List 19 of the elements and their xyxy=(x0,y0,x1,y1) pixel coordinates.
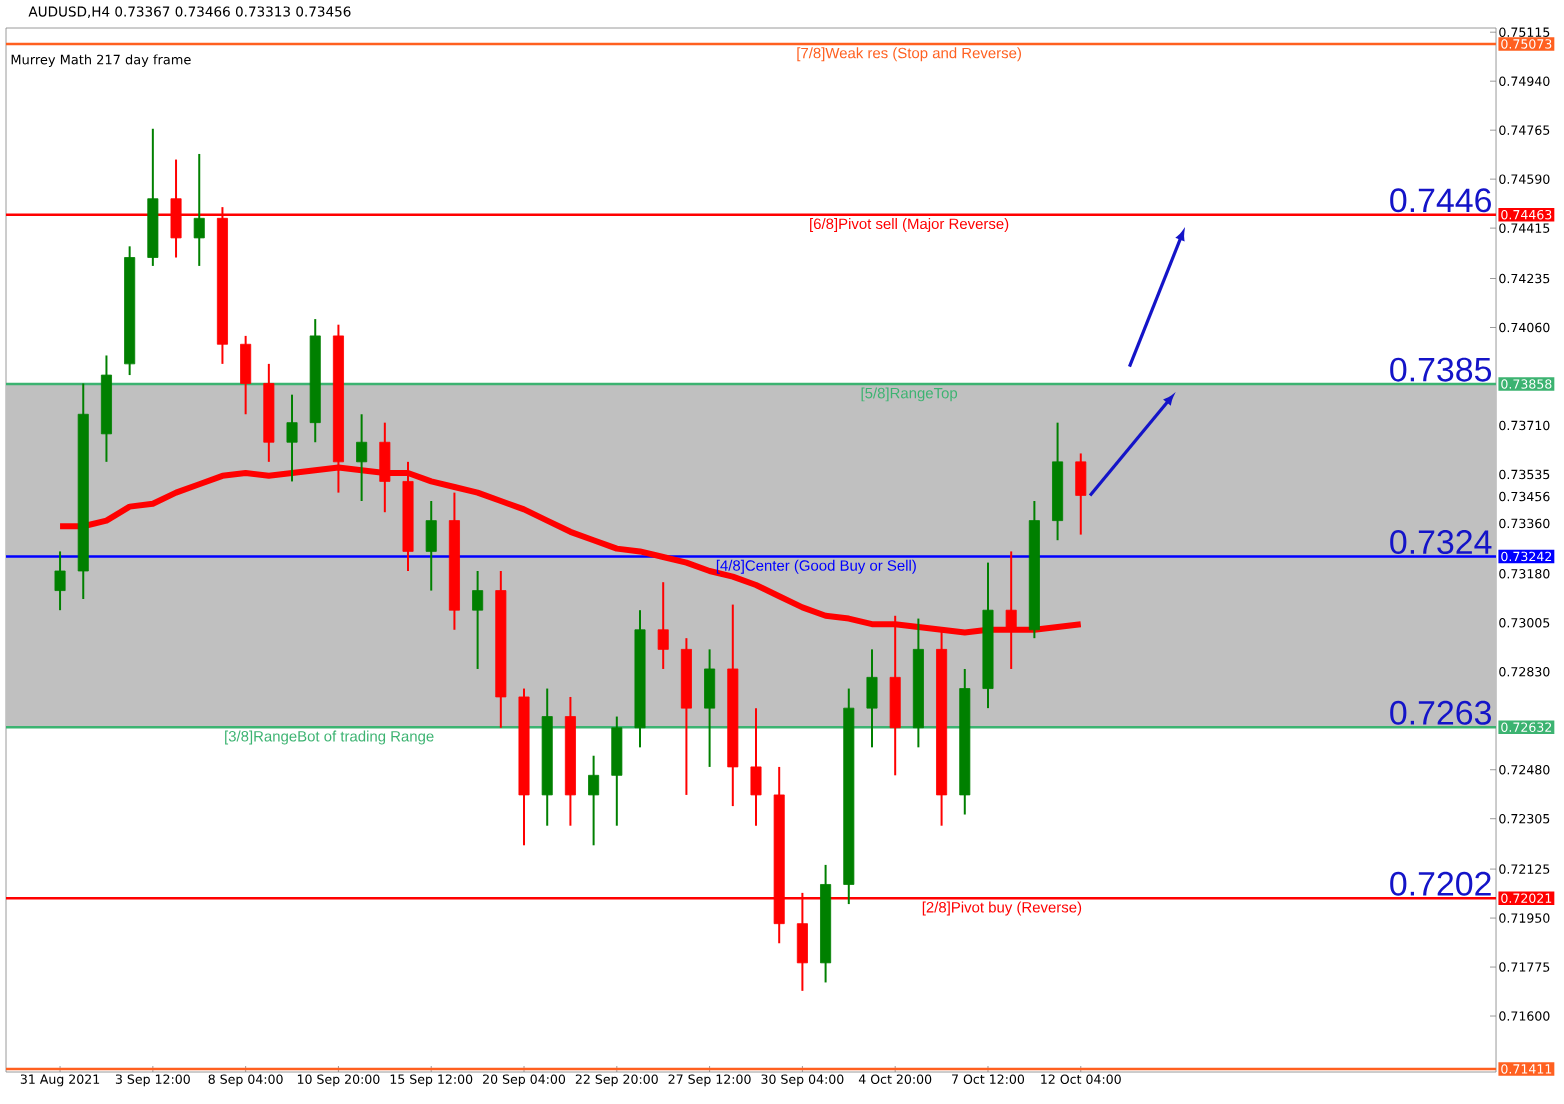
candlestick xyxy=(611,715,623,827)
candlestick xyxy=(588,754,600,847)
candlestick xyxy=(866,648,878,749)
candlestick xyxy=(193,152,205,267)
candlestick xyxy=(472,570,484,670)
candlestick xyxy=(240,334,252,416)
candlestick xyxy=(704,648,716,768)
candlestick xyxy=(657,581,669,670)
annotation: 0.7324 xyxy=(1390,530,1492,555)
annotation: 0.7263 xyxy=(1390,700,1491,725)
annotation: 0.7446 xyxy=(1390,188,1491,213)
candlestick xyxy=(286,393,298,483)
candlestick xyxy=(1075,452,1087,536)
annotation: 0.7385 xyxy=(1390,357,1492,382)
candlestick xyxy=(54,550,66,612)
candlestick xyxy=(750,707,762,827)
annotation: 0.7202 xyxy=(1390,871,1491,896)
candlestick xyxy=(425,500,437,592)
candlestick xyxy=(356,413,368,503)
